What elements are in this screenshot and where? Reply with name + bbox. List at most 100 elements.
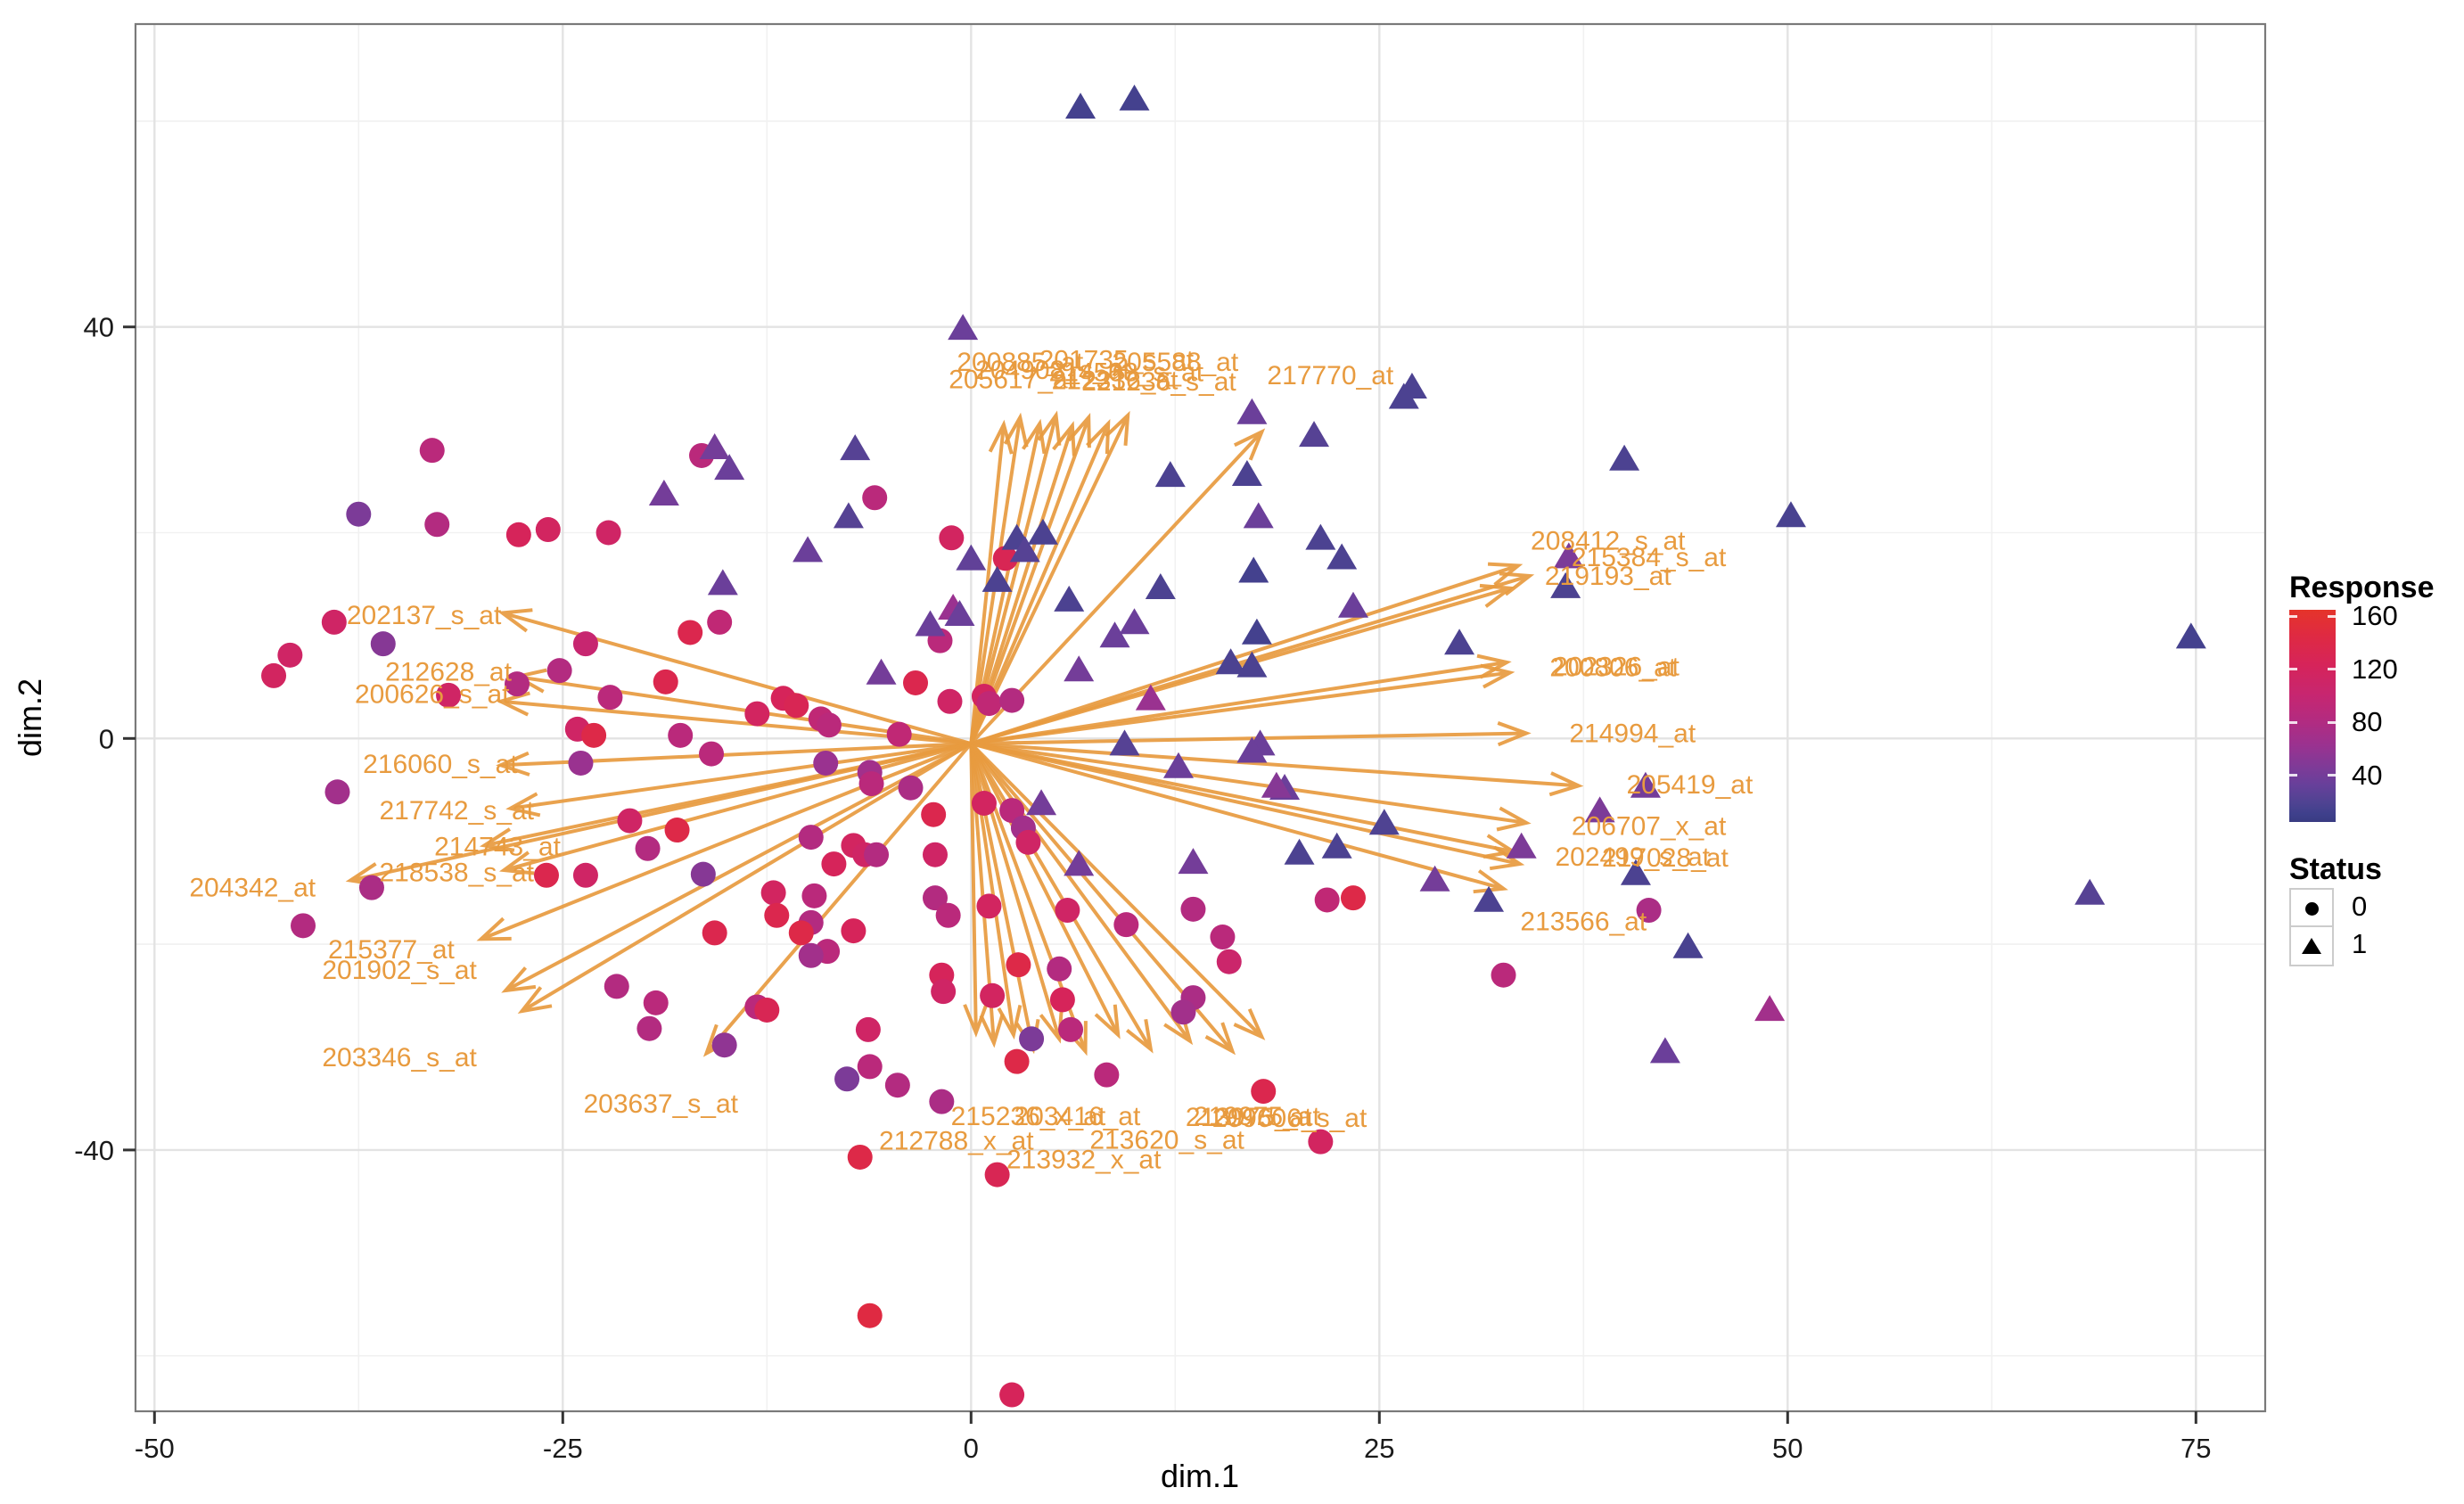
data-point-triangle <box>1145 572 1176 599</box>
loading-label: 200626_s_at <box>355 680 510 710</box>
loading-arrow <box>970 742 1508 894</box>
data-point-triangle <box>956 544 987 571</box>
data-point-circle <box>1308 1129 1334 1155</box>
data-point-circle <box>1006 952 1031 978</box>
data-point-circle <box>992 546 1018 571</box>
arrow-head <box>988 419 1014 455</box>
data-point-circle <box>277 642 303 668</box>
arrow-head <box>505 792 541 818</box>
data-point-triangle <box>1027 518 1058 545</box>
arrow-head <box>1476 653 1512 679</box>
data-point-triangle <box>1305 523 1336 550</box>
data-point-circle <box>690 861 716 887</box>
loading-arrows <box>345 410 1584 1057</box>
loading-arrow <box>971 742 1532 832</box>
colorbar-tick-mark <box>2328 774 2336 777</box>
colorbar-tick-label: 160 <box>2352 600 2398 632</box>
data-point-triangle <box>1243 502 1274 529</box>
data-point-triangle <box>1215 648 1246 675</box>
legend: Response 160 120 80 40 Status 0 1 <box>2279 571 2464 1034</box>
data-point-triangle <box>981 565 1013 592</box>
arrow-head <box>476 916 512 941</box>
data-point-circle <box>581 722 607 748</box>
data-point-circle <box>595 520 621 546</box>
data-point-circle <box>937 688 963 714</box>
x-axis-title: dim.1 <box>1161 1458 1239 1494</box>
data-point-circle <box>884 1073 910 1098</box>
arrow-shaft <box>970 563 1519 745</box>
loading-label: 212628_at <box>385 657 512 686</box>
loading-label: 205419_at <box>1626 770 1753 800</box>
status-key-0 <box>2289 888 2334 929</box>
loading-arrow <box>476 742 973 941</box>
data-point-circle <box>922 842 948 867</box>
data-point-circle <box>572 631 598 657</box>
data-point-circle <box>922 885 948 911</box>
arrow-head <box>1094 1004 1121 1040</box>
arrow-head <box>1022 418 1047 455</box>
data-point-triangle <box>1054 585 1085 612</box>
arrow-head <box>1204 1022 1236 1056</box>
data-point-triangle <box>1099 621 1130 648</box>
data-point-circle <box>664 818 690 843</box>
loading-arrow <box>969 743 1023 1040</box>
data-point-circle <box>886 721 912 747</box>
data-point-triangle <box>1119 84 1150 111</box>
loading-arrow <box>969 410 1130 744</box>
data-point-triangle <box>1064 850 1095 876</box>
arrow-head <box>979 1013 1005 1048</box>
arrow-head <box>1105 410 1130 446</box>
data-point-circle <box>321 609 347 635</box>
x-tick-label: -25 <box>543 1433 583 1464</box>
data-point-circle <box>798 942 824 968</box>
data-point-circle <box>898 775 924 801</box>
y-tick-label: 0 <box>99 723 114 754</box>
data-point-circle <box>635 835 661 861</box>
arrow-shaft <box>971 742 1527 825</box>
arrow-shaft <box>971 731 1527 746</box>
data-point-triangle <box>1178 848 1209 875</box>
loading-label: 213566_at <box>1520 908 1647 937</box>
arrow-head <box>1125 1018 1154 1054</box>
data-point-circle <box>1340 885 1366 911</box>
data-point-circle <box>1314 887 1340 913</box>
panel-background <box>136 24 2265 1411</box>
x-tick-label: 25 <box>1364 1433 1394 1464</box>
arrow-shaft <box>969 744 978 1033</box>
arrow-head <box>1473 869 1508 894</box>
arrow-shaft <box>503 742 972 872</box>
loading-label: 219975_at <box>1194 1102 1320 1131</box>
colorbar-tick-mark <box>2289 774 2297 777</box>
data-point-triangle <box>1064 655 1095 682</box>
data-points <box>261 84 2206 1408</box>
data-point-circle <box>971 791 997 817</box>
arrow-head <box>1497 721 1532 747</box>
loading-label: 208412_s_at <box>1531 527 1686 556</box>
data-point-circle <box>1210 925 1236 950</box>
data-point-triangle <box>1241 618 1272 645</box>
data-point-triangle <box>1419 865 1450 892</box>
data-point-triangle <box>1236 398 1268 424</box>
data-point-triangle <box>944 599 975 626</box>
circle-icon <box>2304 901 2319 916</box>
loading-label: 215236_x_at <box>951 1102 1106 1131</box>
data-point-circle <box>1019 1026 1045 1052</box>
data-point-triangle <box>1236 651 1268 678</box>
data-point-circle <box>1049 987 1075 1013</box>
data-point-triangle <box>1231 460 1262 487</box>
triangle-icon <box>2302 938 2321 954</box>
data-point-circle <box>637 1015 662 1041</box>
data-point-triangle <box>1026 789 1057 816</box>
data-point-triangle <box>1609 444 1640 471</box>
data-point-circle <box>370 631 396 657</box>
data-point-triangle <box>648 479 679 505</box>
plot-panel <box>136 24 2265 1411</box>
arrow-shaft <box>521 742 973 1013</box>
data-point-circle <box>999 1382 1025 1408</box>
loading-label: 209606_s_at <box>1212 1104 1368 1133</box>
data-point-circle <box>754 997 780 1023</box>
loading-label: 204908_s_at <box>975 356 1130 385</box>
data-point-triangle <box>915 610 946 637</box>
arrow-shaft <box>969 415 1129 744</box>
data-point-circle <box>841 918 867 944</box>
